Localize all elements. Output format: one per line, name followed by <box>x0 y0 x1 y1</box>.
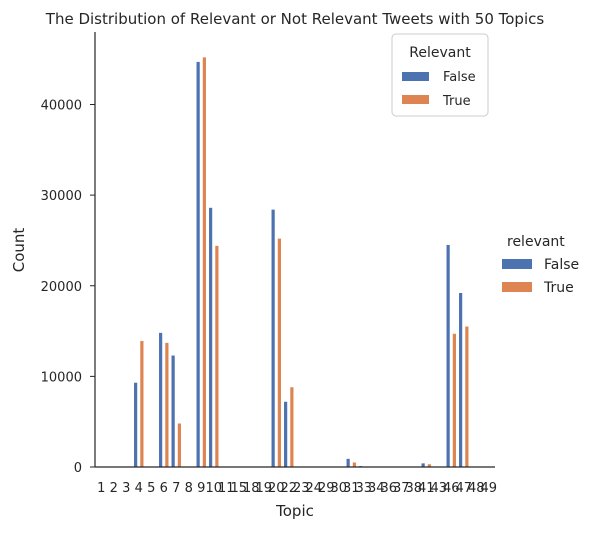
x-tick-label: 20 <box>268 481 285 496</box>
legend-outer-label-false: False <box>544 257 579 273</box>
legend-outer-swatch-true <box>502 282 532 292</box>
y-axis-label: Count <box>10 228 28 273</box>
bar-false-topic-47 <box>459 293 463 467</box>
x-tick-label: 31 <box>343 481 360 496</box>
x-tick-label: 9 <box>197 481 205 496</box>
x-tick-label: 43 <box>430 481 447 496</box>
x-tick-label: 41 <box>418 481 435 496</box>
x-tick-label: 49 <box>480 481 497 496</box>
x-tick-label: 36 <box>380 481 397 496</box>
y-tick-label: 0 <box>74 461 82 476</box>
bar-true-topic-47 <box>465 326 469 467</box>
bar-false-topic-7 <box>171 355 175 467</box>
legend-outer: relevant False True <box>502 234 579 296</box>
x-tick-label: 6 <box>160 481 168 496</box>
bar-false-topic-20 <box>271 209 275 467</box>
x-tick-label: 1 <box>97 481 105 496</box>
legend-inner-swatch-false <box>402 72 429 81</box>
bar-true-topic-22 <box>290 387 294 467</box>
x-axis-ticks: 1 2 3 4 5 6 7 8 9 1011151819202223242930313334363… <box>97 481 497 496</box>
x-tick-label: 33 <box>355 481 372 496</box>
x-tick-label: 38 <box>405 481 422 496</box>
x-tick-label: 8 <box>185 481 193 496</box>
legend-outer-swatch-false <box>502 259 532 269</box>
x-tick-label: 29 <box>318 481 335 496</box>
x-tick-label: 46 <box>443 481 460 496</box>
legend-outer-label-true: True <box>543 280 574 296</box>
x-tick-label: 19 <box>255 481 272 496</box>
legend-inner-label-false: False <box>443 70 476 85</box>
legend-inner-label-true: True <box>442 94 471 109</box>
bar-false-topic-41 <box>421 463 425 467</box>
x-tick-label: 22 <box>280 481 297 496</box>
x-tick-label: 34 <box>368 481 385 496</box>
legend-inner: Relevant False True <box>391 33 489 117</box>
x-tick-label: 24 <box>305 481 322 496</box>
y-axis-ticks: 0 10000 20000 30000 40000 <box>41 99 95 476</box>
bar-false-topic-6 <box>159 332 163 467</box>
y-tick-label: 10000 <box>41 370 82 385</box>
x-tick-label: 7 <box>172 481 180 496</box>
legend-inner-swatch-true <box>402 95 429 104</box>
x-tick-label: 47 <box>455 481 472 496</box>
x-tick-label: 18 <box>243 481 260 496</box>
bar-true-topic-41 <box>427 464 431 467</box>
bar-true-topic-9 <box>202 57 206 467</box>
x-tick-label: 10 <box>205 481 222 496</box>
bar-true-topic-6 <box>165 342 169 467</box>
bar-false-topic-10 <box>209 207 213 467</box>
bar-false-topic-4 <box>134 382 138 467</box>
x-tick-label: 4 <box>135 481 143 496</box>
legend-outer-title: relevant <box>507 234 565 250</box>
x-tick-label: 23 <box>293 481 310 496</box>
bar-false-topic-9 <box>196 61 200 467</box>
bar-true-topic-46 <box>452 333 456 467</box>
x-tick-label: 30 <box>330 481 347 496</box>
x-tick-label: 2 <box>110 481 118 496</box>
x-tick-label: 3 <box>122 481 130 496</box>
x-tick-label: 48 <box>468 481 485 496</box>
bar-true-topic-20 <box>277 238 281 467</box>
chart-title: The Distribution of Relevant or Not Rele… <box>45 10 545 28</box>
bar-true-topic-10 <box>215 245 219 467</box>
x-tick-label: 11 <box>218 481 235 496</box>
bars <box>134 57 469 467</box>
bar-true-topic-31 <box>352 462 356 467</box>
bar-false-topic-46 <box>446 244 450 467</box>
bar-true-topic-4 <box>140 341 144 467</box>
x-tick-label: 37 <box>393 481 410 496</box>
bar-false-topic-31 <box>346 458 350 467</box>
bar-false-topic-22 <box>284 401 288 467</box>
y-tick-label: 20000 <box>41 280 82 295</box>
y-tick-label: 40000 <box>41 99 82 114</box>
legend-inner-title: Relevant <box>409 45 471 61</box>
bar-true-topic-7 <box>177 423 181 467</box>
x-tick-label: 15 <box>230 481 247 496</box>
x-tick-label: 5 <box>147 481 155 496</box>
x-axis-label: Topic <box>275 502 314 520</box>
y-tick-label: 30000 <box>41 189 82 204</box>
